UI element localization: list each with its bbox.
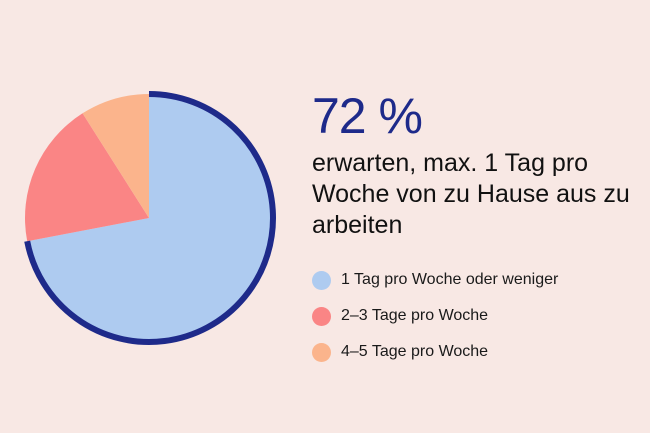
key-figure-block: 72 % erwarten, max. 1 Tag pro Woche von … (312, 88, 642, 241)
legend-label-2: 2–3 Tage pro Woche (341, 307, 489, 324)
legend-item-3: 4–5 Tage pro Woche (312, 334, 558, 370)
chart-legend: 1 Tag pro Woche oder weniger 2–3 Tage pro… (312, 262, 558, 370)
legend-swatch-3 (312, 342, 331, 362)
legend-swatch-1 (312, 270, 331, 290)
legend-label-1: 1 Tag pro Woche oder weniger (341, 271, 559, 288)
pie-slice-1-outline (24, 91, 276, 345)
legend-swatch-2 (312, 306, 331, 326)
headline-description: erwarten, max. 1 Tag pro Woche von zu Ha… (312, 149, 630, 239)
headline-value: 72 % (312, 88, 423, 144)
legend-label-3: 4–5 Tage pro Woche (341, 343, 489, 360)
pie-slice-1 (27, 94, 273, 342)
legend-item-1: 1 Tag pro Woche oder weniger (312, 262, 558, 298)
legend-item-2: 2–3 Tage pro Woche (312, 298, 558, 334)
pie-slice-3 (82, 94, 149, 218)
pie-slice-2 (24, 113, 150, 242)
